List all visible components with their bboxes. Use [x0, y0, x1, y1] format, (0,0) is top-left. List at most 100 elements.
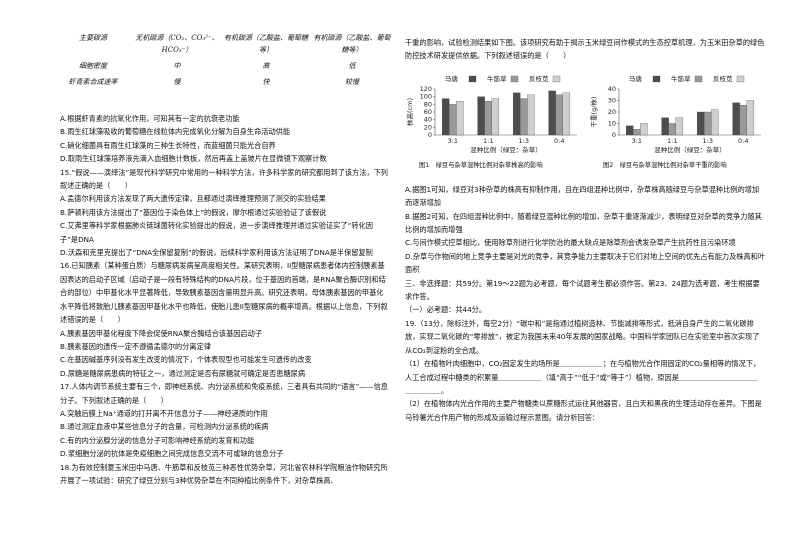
legend-swatch [694, 75, 703, 82]
bar [562, 92, 571, 135]
x-axis-label: 混种比例（绿豆：杂草） [470, 145, 542, 154]
table-cell: 细胞密度 [79, 62, 107, 70]
x-tick-label: 3:1 [632, 137, 642, 145]
y-tick-label: 100 [420, 92, 432, 100]
table-cell: 有机碳源（乙酸盐、葡萄糖等） [313, 34, 391, 54]
legend-label: 马唐 [629, 74, 643, 83]
question: 19.（13分，除标注外，每空2分）“碳中和”是指通过植树造林、节能减排等形式，… [405, 318, 760, 355]
y-tick-label: 30 [608, 96, 616, 104]
legend-label: 牛筋草 [487, 74, 507, 83]
part: （2）在植物体内光合作用的主要产物糖类以蔗糖形式运往其他器官，且白天和黑夜的生理… [405, 399, 762, 422]
carbon-table: 主要碳源 无机碳源（CO₂、CO₃²⁻、HCO₃⁻） 有机碳源（乙酸盐、葡萄糖等）有… [52, 32, 392, 88]
legend-label: 牛筋草 [671, 74, 691, 83]
table-cell: 虾青素合成速率 [68, 78, 118, 86]
legend-swatch [652, 75, 661, 82]
legend-label: 反枝苋 [713, 74, 733, 83]
x-tick-label: 0:4 [738, 137, 748, 145]
option: C.有的内分泌腺分泌的信息分子可影响神经系统的发育和功能 [60, 435, 255, 445]
bar [512, 92, 521, 135]
subsection: （一）必考题：共44分。 [405, 305, 487, 315]
y-tick-label: 20 [424, 123, 432, 131]
y-tick-label: 80 [424, 100, 432, 108]
option: B.雨生红球藻吸收的葡萄糖在线粒体内完成氧化分解为自身生命活动供能 [60, 127, 291, 137]
bar [548, 90, 556, 135]
question-stem: 18.为有效控制夏玉米田中马唐、牛筋草和反枝苋三种恶性优势杂草，河北省农林科学院… [60, 462, 388, 485]
option: C.在基因碱基序列没有发生改变的情况下，个体表现型也可能发生可遗传的改变 [60, 355, 312, 365]
legend-swatch [510, 75, 519, 82]
option: B.胰素基因的遗传一定不遵循孟德尔的分离定律 [60, 341, 211, 351]
y-tick-label: 0 [612, 131, 616, 139]
table-cell: 快 [262, 78, 270, 86]
bar [696, 111, 705, 135]
bar [675, 117, 684, 135]
bar [732, 102, 740, 135]
figure-caption: 图1 绿豆与杂草混种比例对杂草株高的影响 [419, 162, 543, 170]
y-tick-label: 60 [424, 108, 432, 116]
bar [441, 98, 450, 135]
bar [527, 94, 535, 135]
bar [661, 117, 669, 135]
option: A.孟德尔利用该方法发现了两大遗传定律，且都通过演绎推理预测了测交的实验结果 [60, 194, 326, 204]
option: B.通过测定血液中某些信息分子的含量，可检测内分泌系统的疾病 [60, 422, 269, 432]
bar [704, 111, 712, 135]
bar [484, 100, 492, 135]
option: D.杂草与作物间的地上竞争主要是对光的竞争，其竞争能力主要取决于它们对地上空间的… [405, 251, 766, 275]
table-cell: 较慢 [345, 78, 359, 86]
figure-caption: 图2 绿豆与杂草混种比例对杂草干重的影响 [603, 162, 727, 170]
legend-swatch [736, 75, 745, 82]
options: A.据图1可知，绿豆对3种杂草的株高有抑制作用，且在四组混种比例中，杂草株高随绿… [405, 183, 765, 277]
right-column: 干重的影响，试验检测结果如下图。该项研究有助于揭示玉米绿豆间作模式的生态控草机理… [405, 36, 765, 424]
section: 三、非选择题：共59分。第19～22题为必考题，每个试题考生都必须作答。第23、… [405, 278, 760, 302]
option: A.根据虾青素的抗氧化作用，可知其有一定的抗衰老功能 [60, 114, 240, 123]
option: D.沃森和克里克提出了“DNA全保留复制”的假说，后续科学家利用该方法证明了DN… [60, 248, 373, 258]
table-cell: 慢 [173, 78, 181, 86]
option: A.突触后膜上Na⁺通道的打开离不开信息分子——神经递质的作用 [60, 408, 268, 418]
legend-swatch [468, 75, 477, 82]
x-axis-label: 混种比例（绿豆：杂草） [654, 145, 726, 154]
option: A.胰素基因甲基化程度下降会促使RNA聚合酶结合该基因启动子 [60, 328, 263, 338]
legend-label: 反枝苋 [529, 74, 549, 83]
bar [625, 125, 634, 135]
table-cell: 无机碳源（CO₂、CO₃²⁻、HCO₃⁻） [135, 34, 219, 54]
bar [640, 123, 648, 135]
question-stem: 15.“假说——演绎法”是现代科学研究中常用的一种科学方法，许多科学家的研究都用… [60, 167, 388, 191]
option: A.据图1可知，绿豆对3种杂草的株高有抑制作用，且在四组混种比例中，杂草株高随绿… [405, 184, 760, 208]
option: C.与间作模式控草相比，使用除草剂进行化学防治的最大缺点是除草剂会诱发杂草产生抗… [405, 238, 736, 248]
legend-label: 马唐 [445, 74, 459, 83]
table-cell: 中 [173, 62, 181, 70]
bar [491, 98, 500, 135]
y-axis-label: 株高(cm) [405, 98, 414, 126]
left-column: A.根据虾青素的抗氧化作用，可知其有一定的抗衰老功能 B.雨生红球藻吸收的葡萄糖在… [60, 112, 390, 487]
bar [711, 109, 719, 135]
bar [739, 104, 747, 135]
intro: 干重的影响，试验检测结果如下图。该项研究有助于揭示玉米绿豆间作模式的生态控草机理… [405, 38, 765, 61]
table-cell: 高 [262, 62, 270, 70]
table-cell: 有机碳源（乙酸盐、葡萄糖等） [224, 34, 308, 54]
x-tick-label: 1:1 [483, 137, 493, 145]
x-tick-label: 1:3 [519, 137, 529, 145]
bar [456, 100, 464, 135]
option: B.据图2可知，在四组混种比例中，随着绿豆混种比例的增加，杂草干重逐渐减少，表明… [405, 211, 762, 235]
bar [746, 100, 755, 135]
option: D.浆细胞分泌的抗体是免疫细胞之间完成信息交流不可或缺的信息分子 [60, 449, 284, 459]
figures: 株高(cm) 0 20 40 60 80 100 120 3:1 1:1 1:3 0:4 混种比例（绿豆… [405, 73, 765, 179]
option: C.硝化细菌具有雨生红球藻的三种生长特性，而蓝细菌只能光合自养 [60, 140, 276, 150]
y-tick-label: 0 [428, 131, 432, 139]
y-tick-label: 120 [420, 85, 432, 93]
bar [477, 96, 485, 135]
figure: 株高(cm) 0 20 40 60 80 100 120 3:1 1:1 1:3 0:4 混种比例（绿豆… [405, 73, 581, 179]
y-tick-label: 40 [424, 115, 432, 123]
option: C.艾弗里等科学家根据肺炎链球菌转化实验提出的假说，进一步演绎推理并通过实验证实… [60, 221, 373, 244]
y-tick-label: 40 [608, 85, 616, 93]
parts: （1）在植物叶肉细胞中，CO₂固定发生的场所是＿＿＿＿＿＿；在与植物光合作用固定… [405, 357, 765, 424]
option: D.取雨生红球藻培养液先滴入血细胞计数板，然后再盖上盖玻片在显微镜下观察计数 [60, 154, 327, 164]
figure: 干重(g/株) 0 10 20 30 40 3:1 1:1 1:3 0:4 混种比例（绿豆：杂草） 马… [589, 73, 765, 179]
legend-swatch [552, 75, 561, 82]
bar [633, 128, 641, 135]
bar [520, 98, 528, 135]
option: D.尿糖是糖尿病患病的特征之一，通过测定是否有尿糖就可确定是否患糖尿病 [60, 368, 306, 378]
option: B.萨顿利用该方法提出了“基因位于染色体上”的假说，摩尔根通过实验验证了该假说 [60, 207, 327, 217]
x-tick-label: 3:1 [448, 137, 458, 145]
y-tick-label: 20 [608, 108, 616, 116]
